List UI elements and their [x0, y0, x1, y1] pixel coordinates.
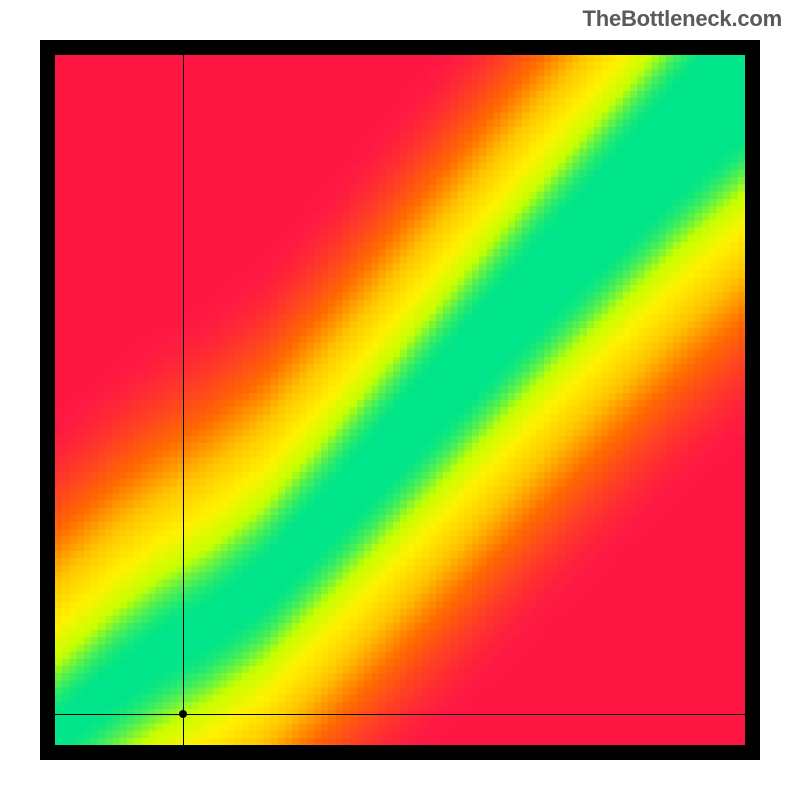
marker-dot [179, 710, 187, 718]
crosshair-horizontal [55, 714, 745, 715]
plot-area [55, 55, 745, 745]
crosshair-vertical [183, 55, 184, 745]
heatmap-canvas [55, 55, 745, 745]
plot-frame [40, 40, 760, 760]
watermark-text: TheBottleneck.com [582, 6, 782, 32]
